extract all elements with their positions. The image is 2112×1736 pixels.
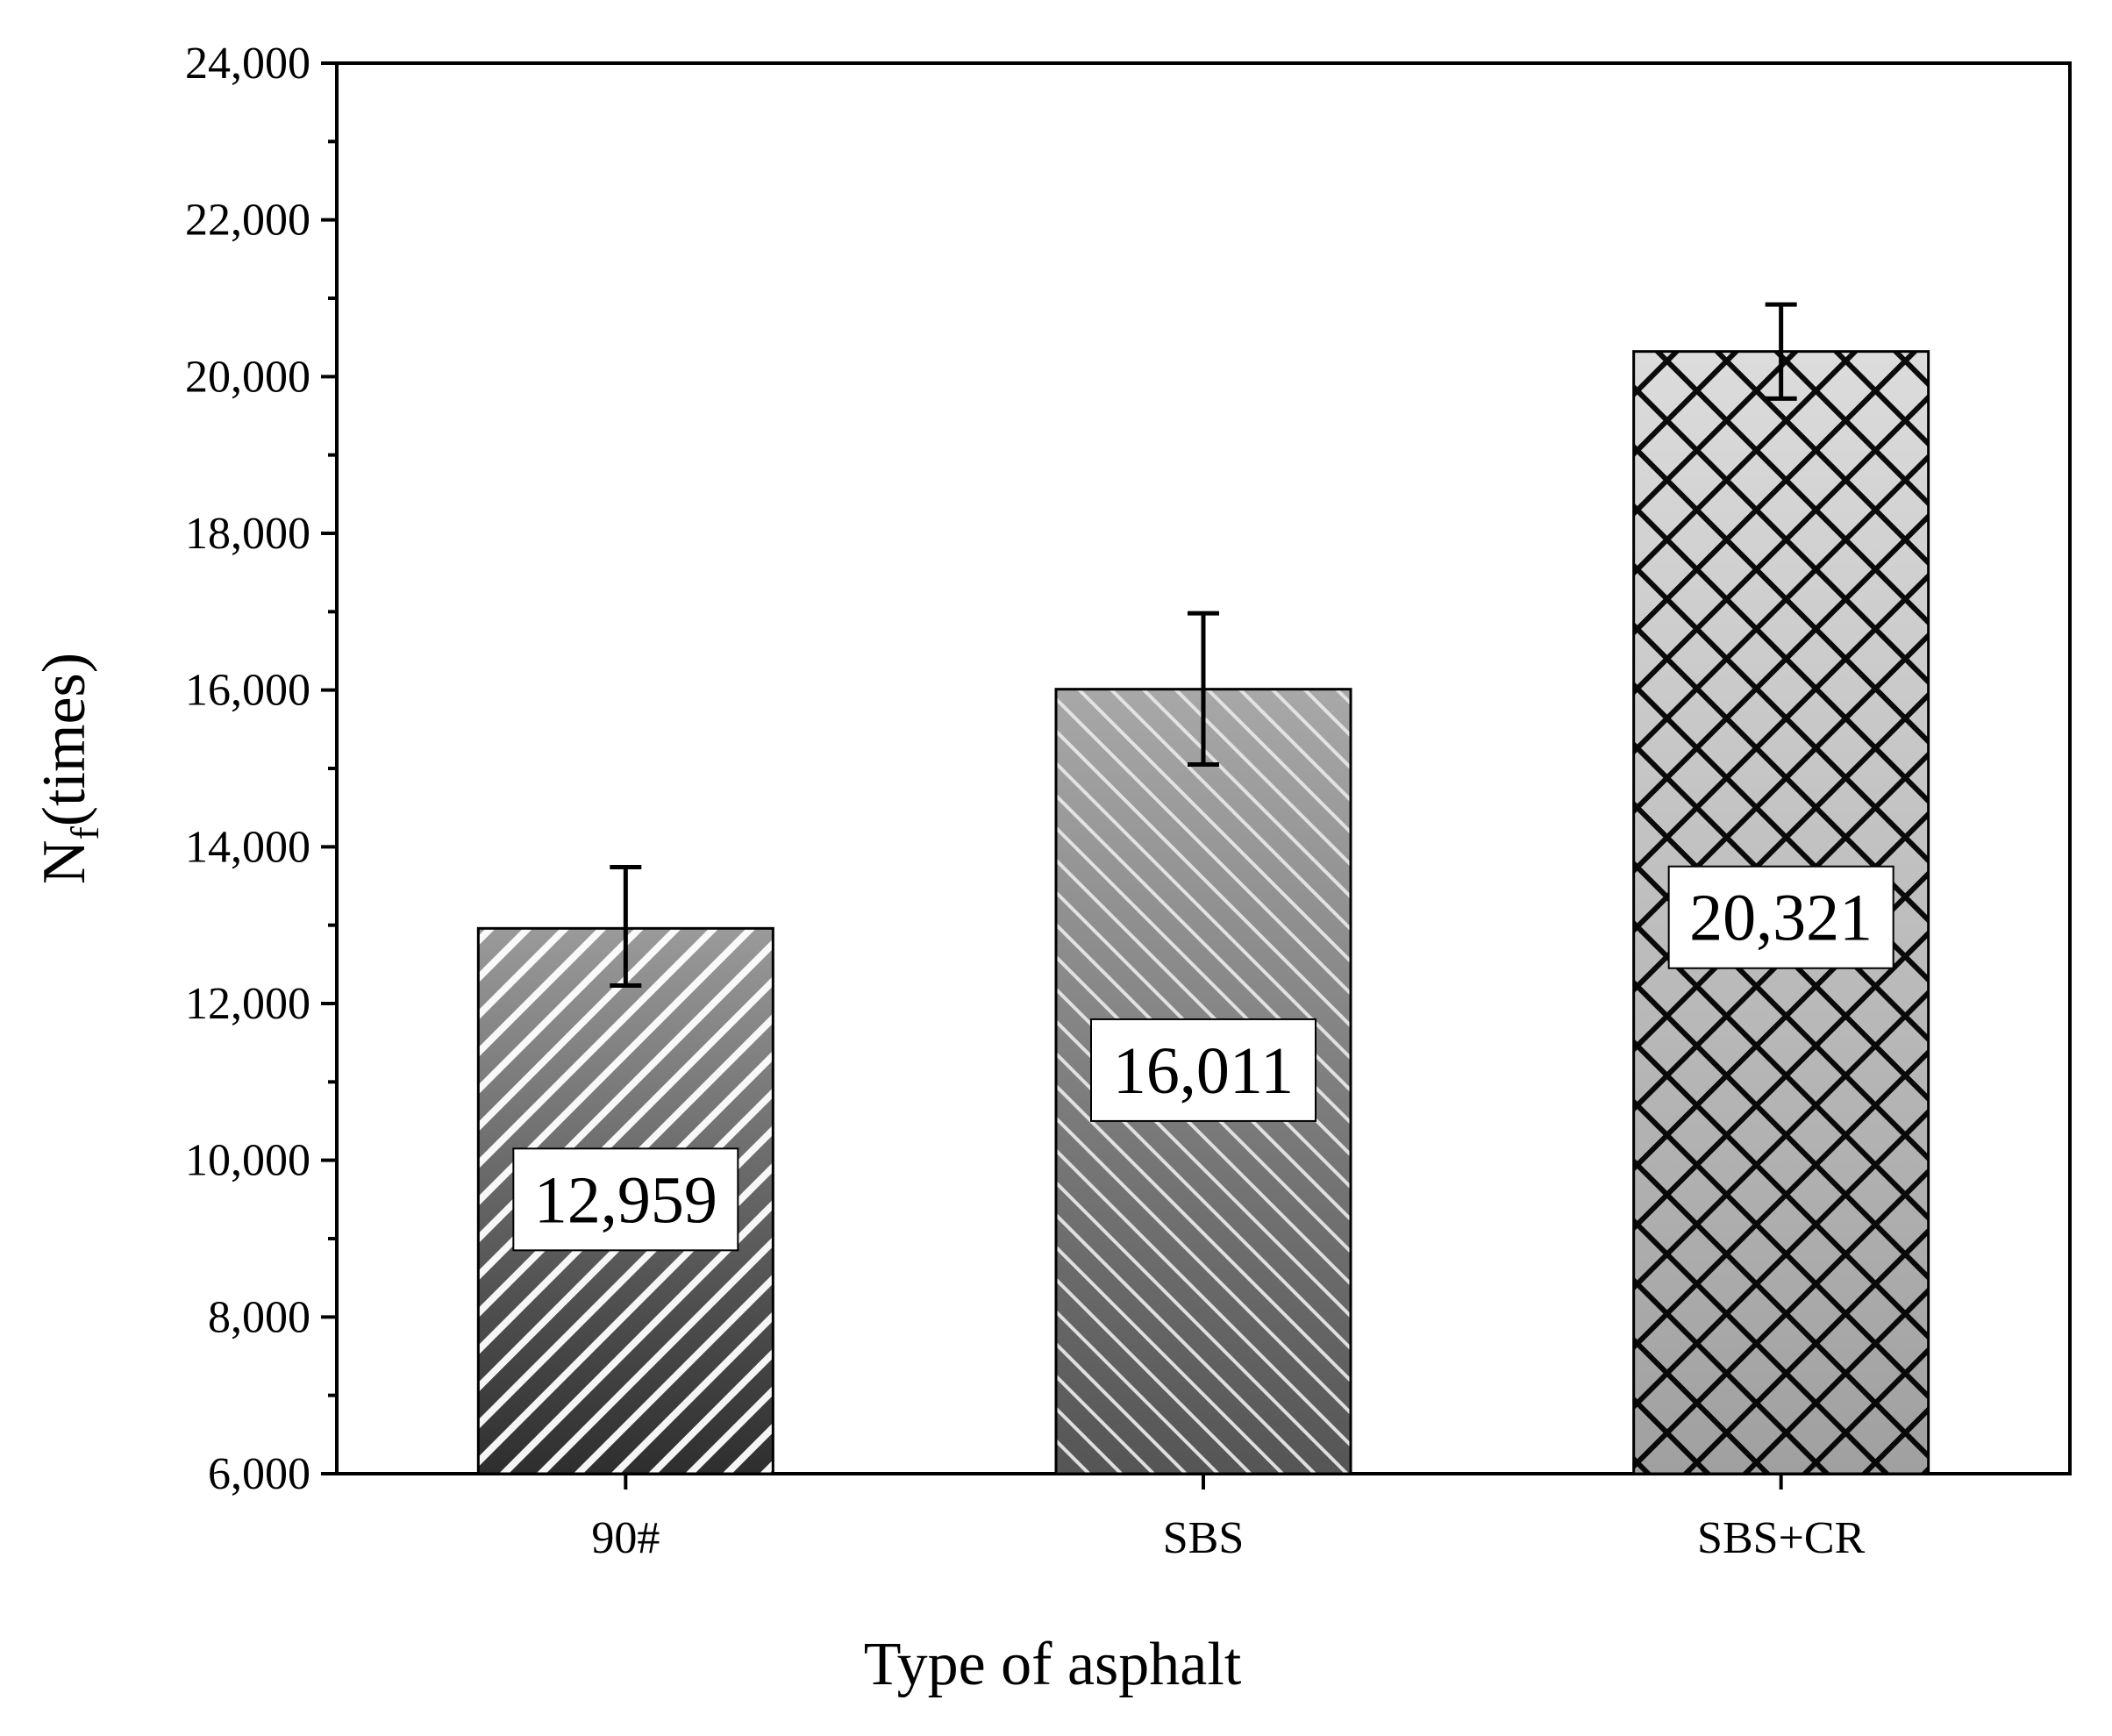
y-tick-label: 16,000 — [185, 666, 310, 716]
value-label-text: 16,011 — [1113, 1034, 1294, 1108]
y-tick-label: 18,000 — [185, 509, 310, 559]
error-bar-1 — [1188, 611, 1219, 768]
y-tick-label: 22,000 — [185, 196, 310, 246]
y-tick-label: 6,000 — [208, 1449, 310, 1499]
value-label-box — [512, 1147, 739, 1252]
y-tick-label: 12,000 — [185, 979, 310, 1029]
value-label-2: 20,321 — [1667, 865, 1894, 969]
value-label-0: 12,959 — [512, 1147, 739, 1252]
y-axis-title-main: N — [31, 840, 98, 885]
value-labels: 12,959 16,011 20,321 — [512, 865, 1894, 1252]
x-tick-label: 90# — [591, 1513, 660, 1563]
value-label-text: 20,321 — [1689, 882, 1873, 955]
value-label-1: 16,011 — [1090, 1018, 1316, 1122]
x-axis-title: Type of asphalt — [864, 1631, 1242, 1698]
error-bars — [610, 302, 1797, 988]
y-axis-title-suffix: (times) — [31, 653, 98, 826]
y-tick-label: 14,000 — [185, 822, 310, 872]
x-axis: 90# SBS SBS+CR — [591, 1474, 1866, 1563]
x-tick-label: SBS — [1163, 1513, 1245, 1563]
error-bar-0 — [610, 865, 642, 988]
y-tick-label: 24,000 — [185, 39, 310, 89]
value-label-box — [1667, 865, 1894, 969]
y-tick-label: 10,000 — [185, 1136, 310, 1186]
x-tick-label: SBS+CR — [1697, 1513, 1866, 1563]
error-bar-2 — [1765, 302, 1797, 401]
y-axis-title: Nf(times) — [31, 653, 107, 884]
y-tick-label: 20,000 — [185, 352, 310, 402]
value-label-box — [1090, 1018, 1316, 1122]
y-axis: 6,000 8,000 10,000 12,000 14,000 16,000 18,000… — [185, 39, 337, 1499]
value-label-text: 12,959 — [534, 1163, 717, 1237]
y-axis-title-subscript: f — [62, 826, 107, 840]
y-tick-label: 8,000 — [208, 1292, 310, 1342]
